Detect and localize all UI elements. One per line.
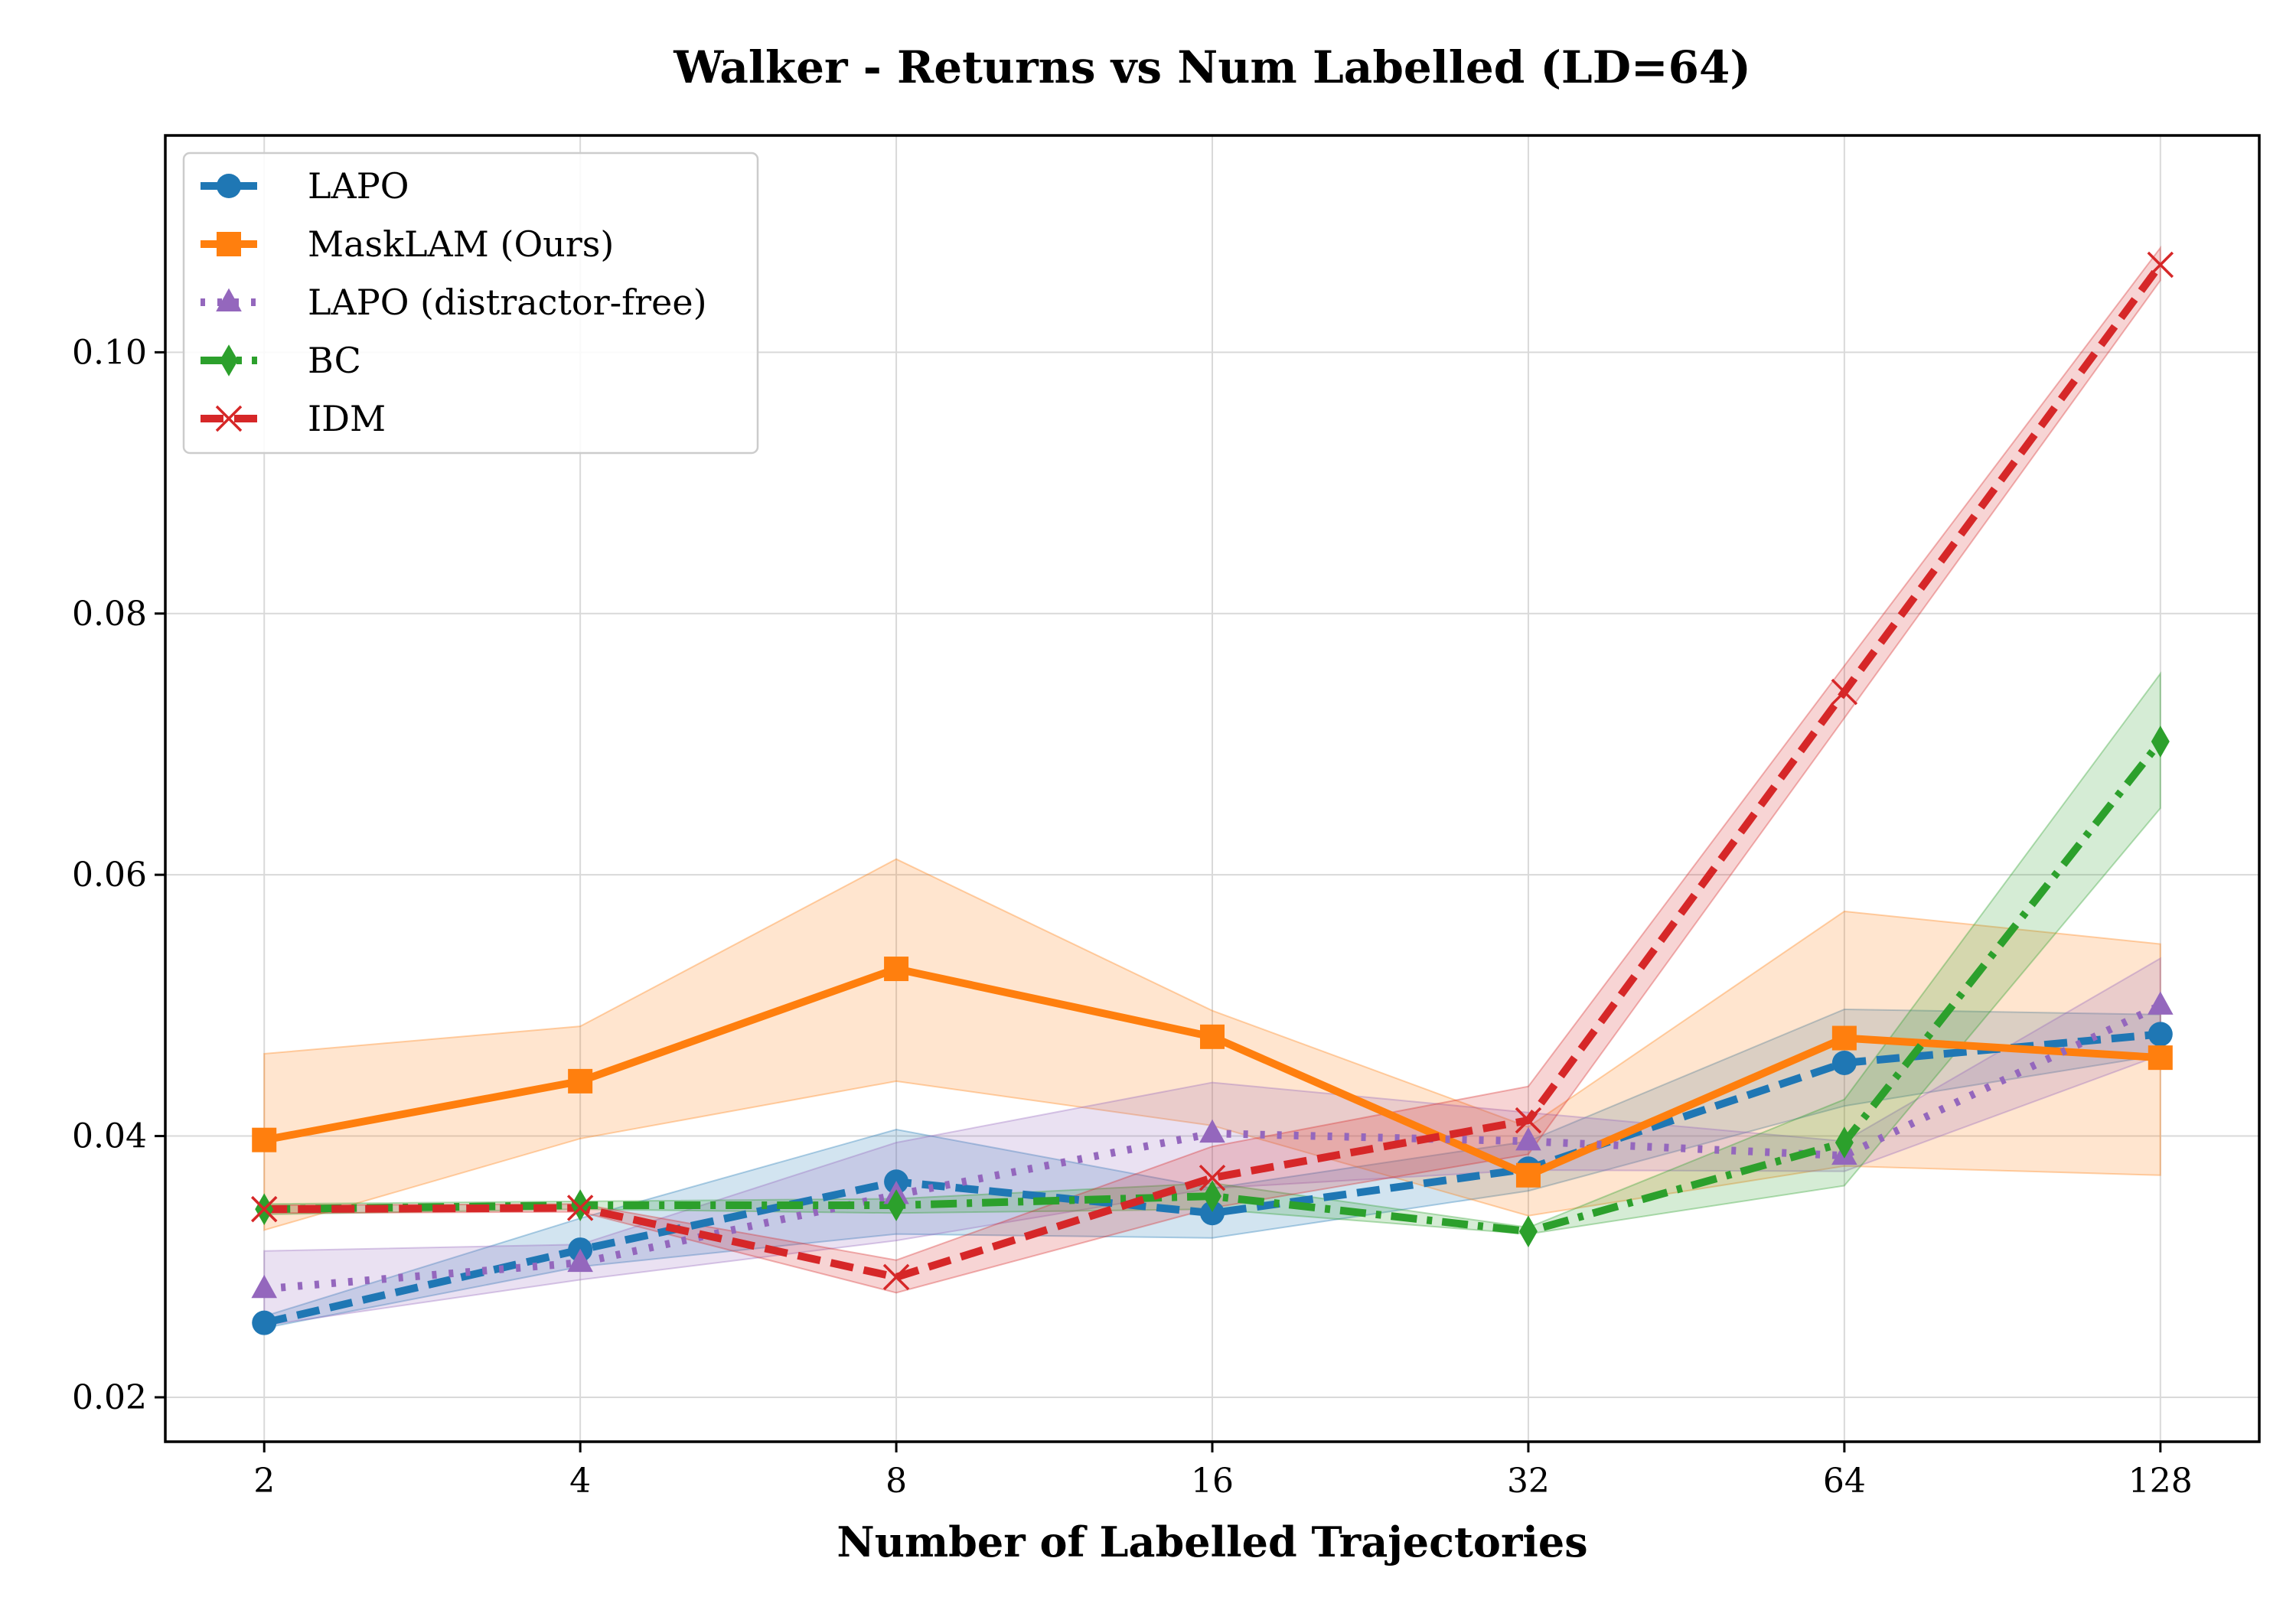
x-axis-label: Number of Labelled Trajectories bbox=[837, 1517, 1587, 1566]
y-axis-ticks: 0.02 0.04 0.06 0.08 0.10 bbox=[72, 333, 165, 1417]
x-tick-label: 128 bbox=[2128, 1462, 2193, 1501]
point-bc bbox=[2151, 725, 2170, 758]
point-masklam-ours bbox=[2148, 1045, 2173, 1071]
point-masklam-ours bbox=[1200, 1024, 1225, 1049]
legend-marker-bc bbox=[220, 344, 238, 376]
point-lapo-distractor-free bbox=[1199, 1119, 1225, 1143]
grid bbox=[165, 135, 2259, 1442]
point-bc bbox=[887, 1189, 906, 1221]
x-tick-label: 32 bbox=[1507, 1462, 1550, 1501]
legend-label-masklam-ours: MaskLAM (Ours) bbox=[308, 223, 614, 265]
x-axis-ticks: 2 4 8 16 32 64 128 bbox=[253, 1442, 2193, 1501]
legend-marker-lapo-distractor-free bbox=[216, 288, 242, 311]
point-idm bbox=[1831, 678, 1858, 706]
point-lapo bbox=[1831, 1050, 1857, 1075]
point-idm bbox=[882, 1263, 910, 1291]
legend-marker-lapo bbox=[217, 174, 241, 198]
y-tick-label: 0.10 bbox=[72, 333, 147, 372]
point-idm bbox=[2147, 251, 2174, 279]
legend-label-lapo: LAPO bbox=[308, 165, 409, 207]
point-idm bbox=[1515, 1107, 1542, 1134]
point-lapo bbox=[252, 1310, 277, 1335]
point-bc bbox=[1518, 1215, 1538, 1247]
point-idm bbox=[250, 1195, 278, 1223]
legend-frame bbox=[182, 152, 759, 455]
x-tick-label: 8 bbox=[885, 1462, 907, 1501]
legend-label-lapo-distractor-free: LAPO (distractor-free) bbox=[308, 282, 707, 323]
x-tick-label: 2 bbox=[253, 1462, 275, 1501]
point-lapo-distractor-free bbox=[2148, 991, 2174, 1015]
point-masklam-ours bbox=[1515, 1162, 1541, 1188]
point-bc bbox=[1835, 1126, 1854, 1159]
point-lapo bbox=[1200, 1201, 1225, 1226]
point-bc bbox=[1203, 1180, 1222, 1212]
legend: LAPO MaskLAM (Ours) LAPO (distractor-free)… bbox=[182, 152, 759, 455]
legend-label-idm: IDM bbox=[308, 398, 386, 439]
legend-marker-idm bbox=[215, 405, 243, 432]
point-idm bbox=[1199, 1164, 1226, 1191]
legend-label-bc: BC bbox=[308, 340, 361, 381]
point-masklam-ours bbox=[252, 1127, 277, 1152]
point-lapo bbox=[2148, 1022, 2173, 1047]
point-masklam-ours bbox=[884, 957, 909, 982]
legend-marker-masklam-ours bbox=[217, 232, 241, 256]
y-tick-label: 0.02 bbox=[72, 1378, 147, 1417]
x-tick-label: 16 bbox=[1191, 1462, 1234, 1501]
x-tick-label: 64 bbox=[1823, 1462, 1866, 1501]
point-lapo-distractor-free bbox=[1515, 1126, 1541, 1151]
point-masklam-ours bbox=[568, 1068, 593, 1094]
y-tick-label: 0.08 bbox=[72, 595, 147, 634]
series-markers bbox=[250, 251, 2174, 1335]
y-tick-label: 0.06 bbox=[72, 856, 147, 895]
point-lapo-distractor-free bbox=[251, 1274, 278, 1299]
y-tick-label: 0.04 bbox=[72, 1117, 147, 1156]
x-tick-label: 4 bbox=[569, 1462, 591, 1501]
point-lapo-distractor-free bbox=[567, 1248, 593, 1273]
point-idm bbox=[566, 1195, 594, 1221]
point-masklam-ours bbox=[1831, 1025, 1857, 1051]
chart-title: Walker - Returns vs Num Labelled (LD=64) bbox=[673, 41, 1751, 93]
